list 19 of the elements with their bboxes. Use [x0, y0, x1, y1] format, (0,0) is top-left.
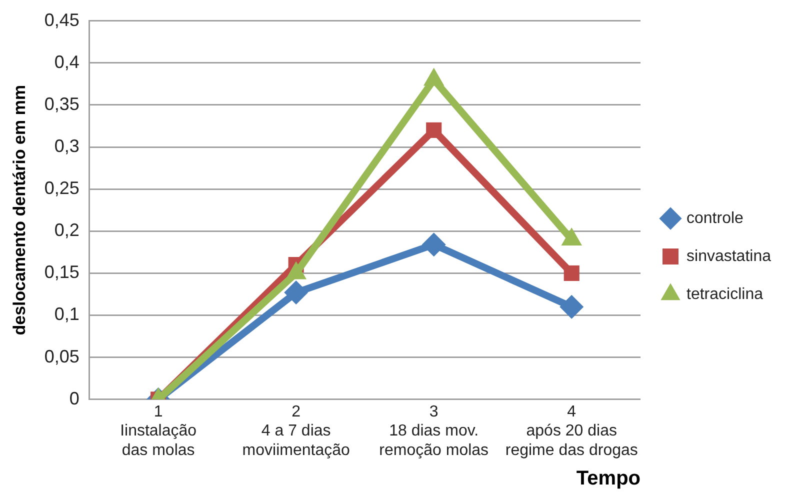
x-axis-title: Tempo	[576, 468, 641, 490]
y-axis-title: deslocamento dentário em mm	[10, 84, 29, 336]
x-tick-label: 3 18 dias mov. remoção molas	[379, 403, 489, 459]
y-tick-label: 0,25	[44, 178, 80, 198]
legend-label: controle	[686, 210, 744, 227]
x-tick-label: 4 após 20 dias regime das drogas	[505, 403, 638, 459]
y-tick-label: 0,4	[54, 52, 80, 72]
y-tick-label: 0,1	[54, 304, 80, 324]
y-tick-label: 0,45	[44, 10, 80, 30]
legend-label: sinvastatina	[686, 248, 772, 265]
legend-label: tetraciclina	[686, 286, 764, 303]
x-tick-label: 2 4 a 7 dias moviimentação	[242, 403, 350, 459]
x-tick-label: 1 Iinstalação das molas	[120, 403, 197, 459]
y-tick-label: 0,2	[54, 220, 80, 240]
y-tick-label: 0,15	[44, 262, 80, 282]
y-tick-label: 0	[69, 388, 80, 408]
y-tick-label: 0,05	[44, 346, 80, 366]
y-tick-label: 0,35	[44, 94, 80, 114]
y-tick-label: 0,3	[54, 136, 80, 156]
